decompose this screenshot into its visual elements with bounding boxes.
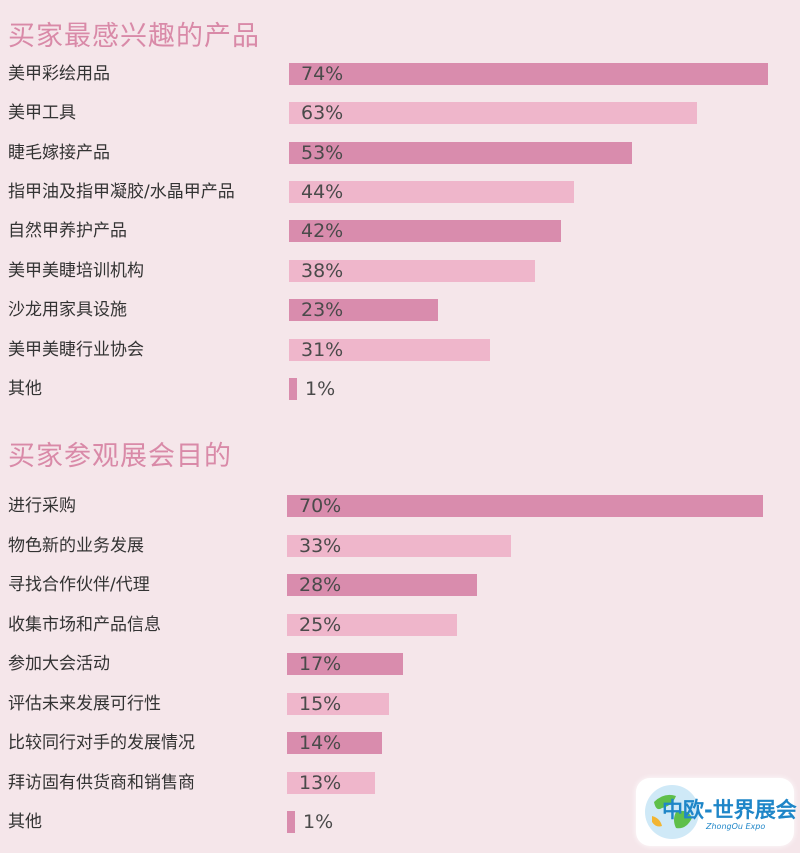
bar	[289, 378, 297, 400]
chart-title-purpose: 买家参观展会目的	[8, 441, 232, 472]
category-label: 其他	[8, 379, 42, 399]
value-label: 28%	[299, 574, 342, 596]
bar-row: 美甲工具 63%	[0, 100, 800, 126]
category-label: 美甲美睫行业协会	[8, 340, 144, 360]
logo-subtitle: ZhongOu Expo	[706, 822, 766, 831]
bar-row: 其他 1%	[0, 809, 800, 835]
bar	[287, 574, 477, 596]
value-label: 1%	[305, 378, 336, 400]
value-label: 74%	[301, 63, 344, 85]
bar	[289, 220, 561, 242]
category-label: 美甲彩绘用品	[8, 64, 110, 84]
category-label: 睫毛嫁接产品	[8, 143, 110, 163]
bar-row: 指甲油及指甲凝胶/水晶甲产品 44%	[0, 179, 800, 205]
category-label: 拜访固有供货商和销售商	[8, 773, 195, 793]
bar	[287, 495, 763, 517]
bar-row: 拜访固有供货商和销售商 13%	[0, 770, 800, 796]
bar-row: 寻找合作伙伴/代理 28%	[0, 572, 800, 598]
bar	[289, 260, 535, 282]
value-label: 38%	[301, 260, 344, 282]
bar-row: 物色新的业务发展 33%	[0, 533, 800, 559]
value-label: 1%	[303, 811, 334, 833]
bar-row: 睫毛嫁接产品 53%	[0, 140, 800, 166]
value-label: 33%	[299, 535, 342, 557]
value-label: 70%	[299, 495, 342, 517]
value-label: 63%	[301, 102, 344, 124]
bar-row: 其他 1%	[0, 376, 800, 402]
bar	[287, 653, 403, 675]
bar	[289, 102, 697, 124]
bar-row: 美甲美睫行业协会 31%	[0, 337, 800, 363]
bar	[287, 693, 389, 715]
bar	[289, 299, 438, 321]
category-label: 沙龙用家具设施	[8, 300, 127, 320]
bar	[289, 339, 490, 361]
value-label: 53%	[301, 142, 344, 164]
category-label: 评估未来发展可行性	[8, 694, 161, 714]
bar-row: 参加大会活动 17%	[0, 651, 800, 677]
category-label: 物色新的业务发展	[8, 536, 144, 556]
bar	[287, 772, 375, 794]
value-label: 23%	[301, 299, 344, 321]
value-label: 13%	[299, 772, 342, 794]
logo-title: 中欧-世界展会	[662, 798, 797, 822]
bar	[289, 63, 768, 85]
value-label: 44%	[301, 181, 344, 203]
zhongou-expo-logo: 中欧-世界展会 ZhongOu Expo	[636, 778, 797, 846]
category-label: 美甲美睫培训机构	[8, 261, 144, 281]
category-label: 进行采购	[8, 496, 76, 516]
bar	[289, 142, 632, 164]
bar-row: 自然甲养护产品 42%	[0, 218, 800, 244]
value-label: 31%	[301, 339, 344, 361]
chart-title-interest: 买家最感兴趣的产品	[8, 21, 260, 52]
category-label: 收集市场和产品信息	[8, 615, 161, 635]
bar-row: 沙龙用家具设施 23%	[0, 297, 800, 323]
bar-row: 比较同行对手的发展情况 14%	[0, 730, 800, 756]
category-label: 其他	[8, 812, 42, 832]
value-label: 17%	[299, 653, 342, 675]
category-label: 比较同行对手的发展情况	[8, 733, 195, 753]
bar	[287, 535, 511, 557]
bar	[289, 181, 574, 203]
category-label: 寻找合作伙伴/代理	[8, 575, 150, 595]
bar-row: 评估未来发展可行性 15%	[0, 691, 800, 717]
category-label: 参加大会活动	[8, 654, 110, 674]
bar-row: 进行采购 70%	[0, 493, 800, 519]
value-label: 42%	[301, 220, 344, 242]
value-label: 25%	[299, 614, 342, 636]
bar	[287, 614, 457, 636]
globe-icon	[645, 785, 699, 839]
bar-row: 美甲美睫培训机构 38%	[0, 258, 800, 284]
value-label: 14%	[299, 732, 342, 754]
bar-row: 美甲彩绘用品 74%	[0, 61, 800, 87]
value-label: 15%	[299, 693, 342, 715]
category-label: 自然甲养护产品	[8, 221, 127, 241]
category-label: 美甲工具	[8, 103, 76, 123]
bar	[287, 732, 382, 754]
bar-row: 收集市场和产品信息 25%	[0, 612, 800, 638]
bar	[287, 811, 295, 833]
category-label: 指甲油及指甲凝胶/水晶甲产品	[8, 182, 235, 202]
